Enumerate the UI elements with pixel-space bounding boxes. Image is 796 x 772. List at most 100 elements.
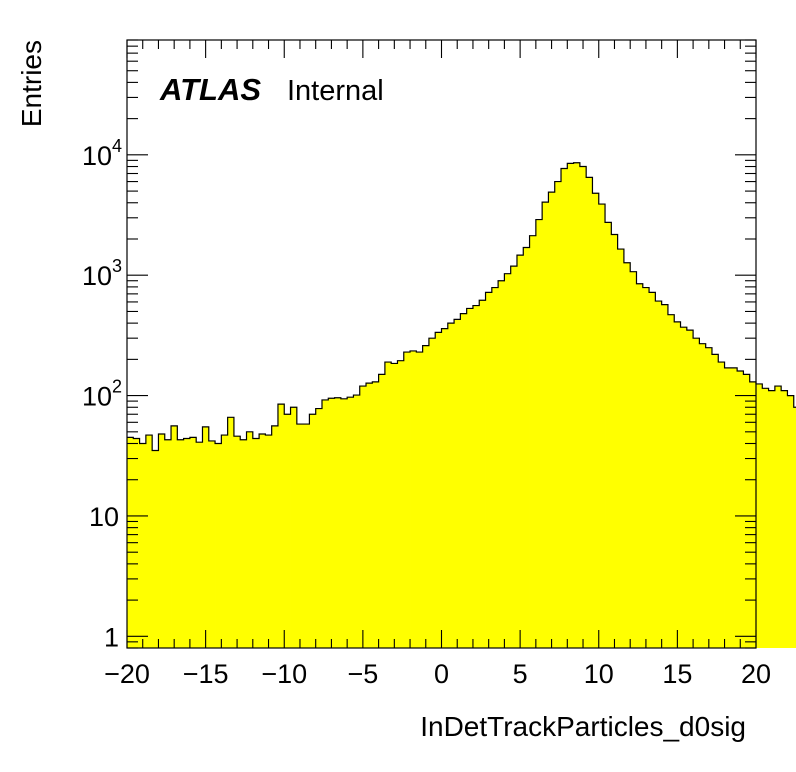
histogram-bar <box>359 386 367 648</box>
histogram-bar <box>227 417 235 648</box>
histogram-bar <box>133 438 140 648</box>
histogram-bar <box>623 262 631 648</box>
histogram-bar <box>491 287 499 648</box>
histogram-bar <box>152 450 159 648</box>
histogram-bar <box>667 314 675 648</box>
x-tick-label: 20 <box>741 659 771 689</box>
histogram-bar <box>366 383 373 648</box>
histogram-bar <box>177 439 185 648</box>
histogram-bar <box>454 319 461 648</box>
histogram-bar <box>586 177 593 648</box>
histogram-bar <box>661 304 669 648</box>
histogram-bar <box>510 266 518 648</box>
histogram-bar <box>768 390 776 648</box>
histogram-bar <box>743 374 751 648</box>
x-axis-title: InDetTrackParticles_d0sig <box>420 711 746 742</box>
histogram-bar <box>290 407 298 648</box>
histogram-bar <box>428 338 436 648</box>
histogram-bar <box>303 424 310 648</box>
histogram-bar <box>328 398 335 648</box>
histogram-bar <box>378 374 386 648</box>
histogram-bar <box>674 321 681 648</box>
histogram-bar <box>693 338 700 648</box>
x-tick-label: −15 <box>183 659 229 689</box>
histogram-bar <box>579 166 587 648</box>
histogram-bar <box>334 397 342 648</box>
histogram-bar <box>598 204 606 648</box>
histogram-bar <box>246 431 254 648</box>
x-tick-labels: −20 −15 −10 −5 0 5 10 15 20 <box>104 659 771 689</box>
atlas-label: ATLAS <box>159 72 261 107</box>
histogram-bar <box>686 330 694 648</box>
y-axis-title: Entries <box>16 40 47 127</box>
internal-label: Internal <box>287 75 384 107</box>
histogram-bar <box>447 323 455 648</box>
histogram-bar <box>309 414 317 648</box>
histogram-bar <box>321 399 329 648</box>
histogram-bar <box>730 367 738 648</box>
histogram-bar <box>416 352 424 648</box>
histogram-bar <box>164 439 172 648</box>
histogram-bar <box>529 235 537 648</box>
x-tick-label: 5 <box>513 659 528 689</box>
histogram-bar <box>523 247 530 648</box>
histogram-bar <box>711 354 719 648</box>
y-tick-label: 104 <box>82 136 122 171</box>
histogram-bar <box>259 433 266 648</box>
x-tick-label: −20 <box>104 659 150 689</box>
histogram-bar <box>756 383 763 648</box>
histogram-bar <box>636 283 644 648</box>
histogram-bar <box>315 408 323 648</box>
histogram-bar <box>774 386 782 648</box>
histogram-bar <box>372 381 379 648</box>
histogram-bar <box>605 222 612 648</box>
histogram-bar <box>617 249 625 648</box>
y-tick-label: 102 <box>82 377 122 412</box>
histogram-bar <box>284 414 291 648</box>
histogram-bar <box>397 360 405 648</box>
histogram-bar <box>718 362 725 648</box>
histogram-bar <box>252 438 260 648</box>
histogram-bar <box>171 425 178 648</box>
histogram-bar <box>793 407 796 648</box>
histogram-bar <box>384 362 392 648</box>
histogram-bar <box>472 305 480 648</box>
histogram-bar <box>145 435 153 648</box>
histogram-bar <box>158 433 166 648</box>
histogram-bar <box>215 443 222 648</box>
histogram-bar <box>466 308 474 648</box>
histogram-bar <box>737 371 744 648</box>
axis-ticks <box>126 39 757 649</box>
histogram-bar <box>535 219 543 649</box>
histogram-bar <box>611 234 619 648</box>
histogram-bar <box>353 395 361 648</box>
histogram-bar <box>516 255 524 648</box>
histogram-bar <box>277 404 285 648</box>
y-tick-label: 1 <box>104 622 119 652</box>
histogram-bar <box>498 280 505 648</box>
histogram-bar <box>567 163 574 648</box>
histogram-bar <box>554 181 562 648</box>
histogram-bar <box>504 273 512 648</box>
histogram-bar <box>630 271 637 648</box>
histogram-outline <box>127 162 796 452</box>
histogram-bar <box>189 437 197 648</box>
histogram-bar <box>749 381 757 648</box>
histogram-bar <box>573 162 581 649</box>
histogram-bar <box>196 442 203 648</box>
x-tick-label: 15 <box>662 659 692 689</box>
histogram-bar <box>680 327 688 648</box>
histogram-bar <box>340 398 348 648</box>
x-tick-label: 0 <box>434 659 449 689</box>
histogram-bar <box>271 425 279 648</box>
x-tick-label: −10 <box>261 659 307 689</box>
histogram-bar <box>265 435 273 648</box>
histogram-bar <box>655 301 663 648</box>
histogram-bar <box>699 343 707 648</box>
histogram-bar <box>422 345 430 648</box>
histogram-bar <box>139 443 147 648</box>
histogram-bars <box>127 162 796 649</box>
histogram-bar <box>403 352 411 648</box>
y-tick-label: 10 <box>89 502 119 532</box>
histogram-bar <box>296 424 304 648</box>
